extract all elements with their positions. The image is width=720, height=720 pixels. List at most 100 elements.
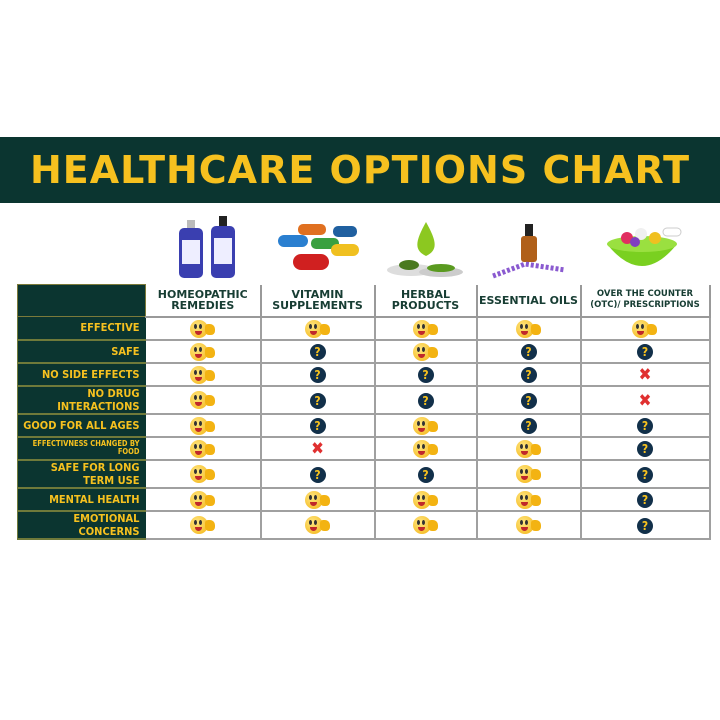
comparison-table: HOMEOPATHIC REMEDIES VITAMIN SUPPLEMENTS H…: [17, 284, 711, 540]
question-icon: ?: [417, 392, 434, 409]
table-row: GOOD FOR ALL AGES???: [17, 413, 711, 438]
rating-cell: ?: [476, 339, 582, 364]
rating-cell: ?: [260, 459, 376, 489]
table-row: SAFE FOR LONG TERM USE???: [17, 459, 711, 489]
rating-cell: [145, 385, 262, 415]
row-label: SAFE FOR LONG TERM USE: [17, 459, 146, 489]
rating-cell: ✖: [580, 385, 711, 415]
rating-cell: [374, 436, 478, 461]
rating-cell: [145, 316, 262, 341]
thumbs-up-smiley-icon: [304, 490, 331, 509]
question-icon: ?: [637, 517, 653, 534]
thumbs-up-smiley-icon: [515, 319, 542, 338]
rating-cell: [260, 510, 376, 540]
thumbs-up-smiley-icon: [189, 365, 216, 384]
rating-cell: ?: [580, 436, 711, 461]
rating-cell: ?: [476, 385, 582, 415]
rating-cell: ?: [580, 510, 711, 540]
table-row: EFFECTIVE: [17, 316, 711, 341]
thumbs-up-smiley-icon: [304, 319, 331, 338]
rating-cell: [260, 487, 376, 512]
rating-cell: [476, 436, 582, 461]
row-label: MENTAL HEALTH: [17, 487, 146, 512]
thumbs-up-smiley-icon: [189, 342, 216, 361]
thumbs-up-smiley-icon: [189, 391, 216, 410]
thumbs-up-smiley-icon: [412, 490, 439, 509]
question-icon: ?: [520, 418, 537, 434]
rating-cell: [476, 316, 582, 341]
question-icon: ?: [309, 344, 326, 360]
rating-cell: [145, 510, 262, 540]
table-row: EFFECTIVNESS CHANGED BY FOOD ✖?: [17, 436, 711, 461]
homeopathic-bottles-image: [160, 210, 260, 280]
rating-cell: ?: [476, 362, 582, 387]
row-label: NO SIDE EFFECTS: [17, 362, 146, 387]
table-row: MENTAL HEALTH?: [17, 487, 711, 512]
question-icon: ?: [637, 441, 653, 457]
rating-cell: ?: [260, 413, 376, 438]
thumbs-up-smiley-icon: [189, 516, 216, 535]
rating-cell: [145, 362, 262, 387]
thumbs-up-smiley-icon: [515, 490, 542, 509]
column-header: HERBAL PRODUCTS: [374, 284, 478, 318]
red-x-icon: ✖: [311, 439, 324, 459]
row-label: EFFECTIVE: [17, 316, 146, 341]
thumbs-up-smiley-icon: [515, 439, 542, 458]
thumbs-up-smiley-icon: [515, 516, 542, 535]
red-x-icon: ✖: [638, 365, 652, 385]
thumbs-up-smiley-icon: [189, 465, 216, 484]
chart-title: HEALTHCARE OPTIONS CHART: [29, 148, 691, 192]
column-header: ESSENTIAL OILS: [476, 284, 582, 318]
header-row: HOMEOPATHIC REMEDIES VITAMIN SUPPLEMENTS H…: [17, 284, 711, 318]
column-header: OVER THE COUNTER (OTC)/ PRESCRIPTIONS: [580, 284, 711, 318]
question-icon: ?: [520, 367, 537, 383]
row-label: SAFE: [17, 339, 146, 364]
question-icon: ?: [309, 466, 326, 483]
column-header: HOMEOPATHIC REMEDIES: [145, 284, 262, 318]
row-label: EMOTIONAL CONCERNS: [17, 510, 146, 540]
rating-cell: [145, 413, 262, 438]
rating-cell: ?: [260, 385, 376, 415]
table-row: SAFE???: [17, 339, 711, 364]
column-header: VITAMIN SUPPLEMENTS: [260, 284, 376, 318]
thumbs-up-smiley-icon: [412, 319, 439, 338]
question-icon: ?: [637, 344, 653, 360]
thumbs-up-smiley-icon: [189, 416, 216, 435]
question-icon: ?: [309, 392, 326, 409]
question-icon: ?: [417, 367, 434, 383]
rating-cell: ?: [260, 339, 376, 364]
vitamin-capsules-image: [268, 210, 368, 280]
thumbs-up-smiley-icon: [412, 516, 439, 535]
rating-cell: ?: [374, 385, 478, 415]
rating-cell: [476, 459, 582, 489]
thumbs-up-smiley-icon: [304, 516, 331, 535]
rating-cell: [374, 487, 478, 512]
pills-bowl-image: [592, 210, 692, 280]
rating-cell: ?: [580, 487, 711, 512]
thumbs-up-smiley-icon: [515, 465, 542, 484]
question-icon: ?: [417, 466, 434, 483]
thumbs-up-smiley-icon: [189, 439, 216, 458]
herbal-leaves-image: [378, 210, 474, 280]
question-icon: ?: [637, 492, 653, 508]
rating-cell: [374, 316, 478, 341]
question-icon: ?: [520, 344, 537, 360]
thumbs-up-smiley-icon: [412, 416, 439, 435]
rating-cell: [374, 510, 478, 540]
rating-cell: [476, 510, 582, 540]
question-icon: ?: [637, 418, 653, 434]
rating-cell: [145, 436, 262, 461]
rating-cell: ?: [374, 362, 478, 387]
rating-cell: [374, 413, 478, 438]
question-icon: ?: [309, 418, 326, 434]
rating-cell: [145, 339, 262, 364]
row-label: NO DRUG INTERACTIONS: [17, 385, 146, 415]
rating-cell: [374, 339, 478, 364]
red-x-icon: ✖: [638, 390, 652, 411]
rating-cell: ?: [374, 459, 478, 489]
table-row: NO DRUG INTERACTIONS??? ✖: [17, 385, 711, 415]
rating-cell: ?: [580, 413, 711, 438]
thumbs-up-smiley-icon: [412, 439, 439, 458]
title-banner: HEALTHCARE OPTIONS CHART: [0, 137, 720, 203]
corner-cell: [17, 284, 146, 317]
